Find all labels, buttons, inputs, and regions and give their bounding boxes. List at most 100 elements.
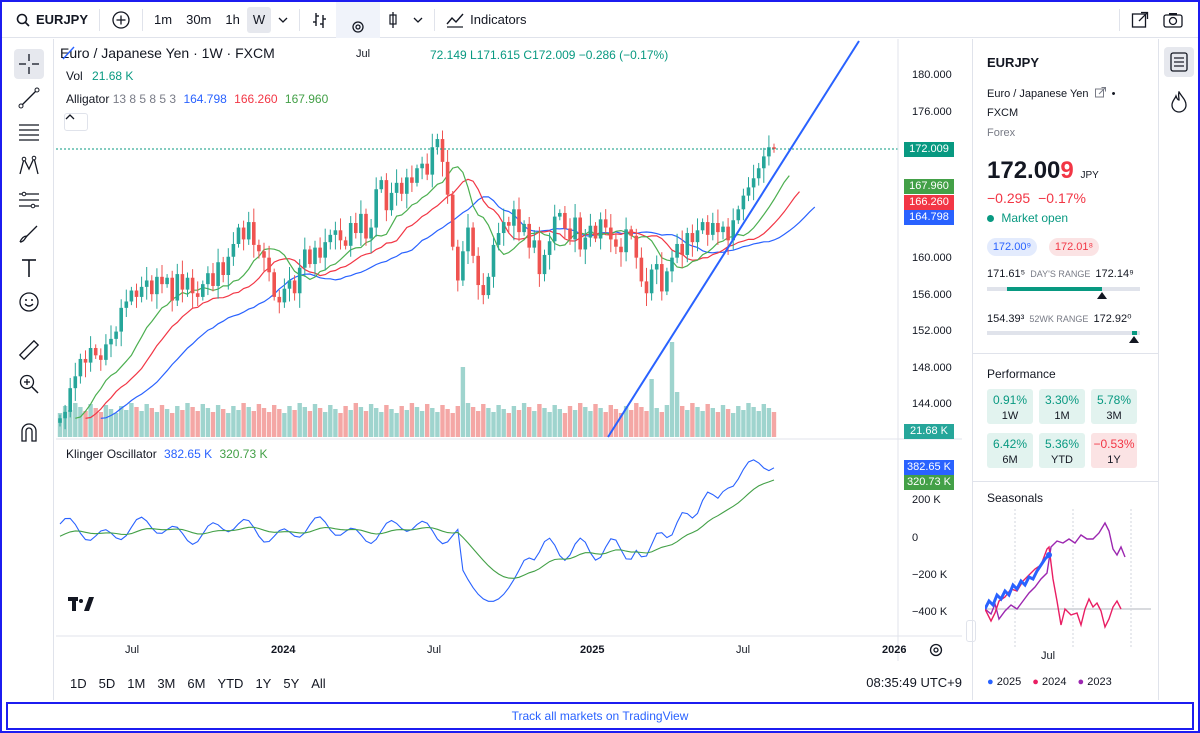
volume-bar: [486, 408, 491, 437]
pattern-tool[interactable]: [14, 151, 44, 181]
volume-bar: [771, 412, 777, 437]
external-link-icon: [1131, 11, 1149, 28]
interval-dropdown-button[interactable]: [271, 2, 295, 37]
ask-badge[interactable]: 172.01⁸: [1049, 238, 1099, 256]
volume-bar: [578, 403, 583, 437]
candle: [619, 238, 623, 267]
legend-year-2023[interactable]: 2023: [1087, 676, 1112, 688]
fib-retracement-tool[interactable]: [14, 117, 44, 147]
bid-badge[interactable]: 172.00⁹: [987, 238, 1037, 256]
candle: [609, 214, 613, 253]
alligator-legend: Alligator 13 8 5 8 5 3 164.798 166.260 1…: [66, 92, 328, 106]
interval-1m[interactable]: 1m: [154, 12, 173, 27]
tradingview-logo[interactable]: [68, 597, 100, 623]
volume-bar: [695, 407, 700, 437]
candle: [165, 274, 169, 288]
settings-popup-button[interactable]: [336, 1, 381, 38]
volume-bar: [516, 410, 522, 437]
volume-bar: [496, 405, 501, 437]
candle: [364, 208, 368, 246]
candle: [517, 197, 521, 242]
snapshot-button[interactable]: [1156, 2, 1190, 38]
magnet-tool[interactable]: [14, 417, 44, 447]
interval-1h[interactable]: 1h: [225, 12, 240, 27]
range-all[interactable]: All: [311, 675, 326, 691]
chart-area[interactable]: Euro / Japanese Yen · 1W · FXCM Jul 72.1…: [56, 39, 962, 661]
collapse-legend-button[interactable]: [64, 113, 88, 131]
panel-collapse-handle[interactable]: [966, 620, 976, 642]
indicators-button[interactable]: Indicators: [439, 2, 533, 37]
divider: [434, 8, 436, 31]
performance-cell-6m[interactable]: 6.42% 6M: [987, 433, 1033, 468]
candle: [440, 130, 445, 177]
trend-line-tool[interactable]: [14, 83, 44, 113]
price-axis-label: 160.000: [912, 252, 952, 264]
performance-value: 5.36%: [1044, 437, 1080, 451]
range-ytd[interactable]: YTD: [217, 675, 244, 691]
chevron-down-icon: [413, 17, 423, 23]
chart-style-button[interactable]: [380, 2, 406, 37]
volume-bar: [134, 407, 139, 437]
icon-tool[interactable]: [14, 287, 44, 317]
performance-cell-1y[interactable]: −0.53% 1Y: [1091, 433, 1137, 468]
prediction-tool[interactable]: [14, 185, 44, 215]
performance-cell-3m[interactable]: 5.78% 3M: [1091, 389, 1137, 424]
volume-bar: [195, 411, 200, 437]
range-1m[interactable]: 1M: [127, 675, 146, 691]
volume-label: Vol: [66, 69, 83, 83]
candle: [430, 133, 435, 188]
performance-cell-1m[interactable]: 3.30% 1M: [1039, 389, 1085, 424]
range-1y[interactable]: 1Y: [255, 675, 272, 691]
candle: [63, 404, 67, 430]
chart-type-button[interactable]: [304, 2, 336, 37]
range-6m[interactable]: 6M: [187, 675, 206, 691]
range-5d[interactable]: 5D: [98, 675, 116, 691]
compare-symbol-button[interactable]: [104, 2, 138, 37]
crosshair-tool[interactable]: [14, 49, 44, 79]
measure-tool[interactable]: [14, 335, 44, 365]
zoom-tool[interactable]: [14, 369, 44, 399]
divider: [99, 8, 101, 31]
candle: [195, 281, 200, 307]
performance-cell-1w[interactable]: 0.91% 1W: [987, 389, 1033, 424]
volume-bar: [562, 413, 568, 437]
legend-year-2025[interactable]: 2025: [996, 676, 1022, 688]
symbol-search-button[interactable]: EURJPY: [2, 2, 95, 37]
performance-cell-ytd[interactable]: 5.36% YTD: [1039, 433, 1085, 468]
volume-bar: [603, 412, 608, 437]
symbol-name[interactable]: Euro / Japanese Yen: [987, 88, 1089, 100]
interval-30m[interactable]: 30m: [186, 12, 212, 27]
range-1d[interactable]: 1D: [70, 675, 87, 691]
hotlists-tab-button[interactable]: [1164, 87, 1194, 117]
candle: [405, 168, 409, 209]
details-tab-button[interactable]: [1164, 47, 1194, 77]
volume-bar: [440, 405, 445, 437]
volume-bar: [720, 405, 726, 437]
range-5y[interactable]: 5Y: [283, 675, 300, 691]
brush-tool[interactable]: [14, 219, 44, 249]
chart-canvas[interactable]: [56, 39, 962, 661]
legend-year-2024[interactable]: 2024: [1041, 676, 1067, 688]
text-tool[interactable]: [14, 253, 44, 283]
price-currency: JPY: [1080, 170, 1099, 181]
chart-style-dropdown[interactable]: [406, 2, 430, 37]
utc-clock[interactable]: 08:35:49 UTC+9: [866, 675, 962, 690]
time-axis-label: 2026: [882, 644, 906, 656]
track-markets-link[interactable]: Track all markets on TradingView: [511, 709, 689, 723]
range-3m[interactable]: 3M: [157, 675, 176, 691]
open-in-new-window-button[interactable]: [1124, 2, 1156, 38]
divider: [299, 8, 301, 31]
top-right-actions: [1115, 2, 1190, 38]
volume-bar: [323, 412, 328, 437]
volume-bar: [623, 406, 629, 437]
volume-bar: [124, 410, 129, 437]
external-link-icon[interactable]: [1094, 87, 1106, 98]
panel-symbol[interactable]: EURJPY: [987, 55, 1040, 70]
volume-value: 21.68 K: [92, 69, 134, 83]
candle: [389, 182, 394, 216]
price-axis-label: 152.000: [912, 325, 952, 337]
seasonals-chart[interactable]: [985, 509, 1151, 659]
volume-bar: [506, 413, 511, 437]
interval-w[interactable]: W: [246, 6, 272, 33]
trend-line-drawing[interactable]: [607, 40, 860, 438]
